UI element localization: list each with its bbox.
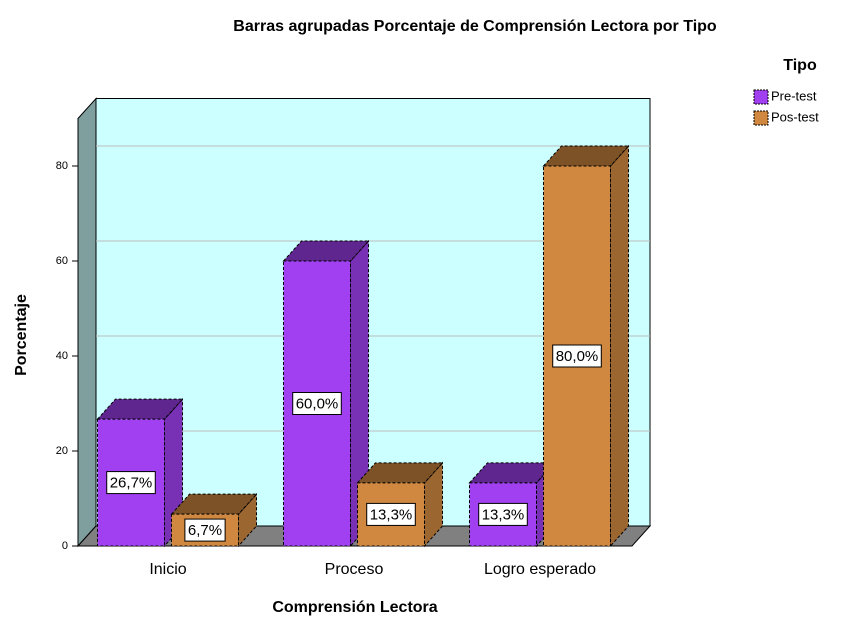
value-label-box	[366, 502, 416, 526]
value-label: 13,3%	[370, 506, 413, 523]
bar-top	[170, 493, 258, 515]
left-wall	[77, 97, 97, 548]
legend-label: Pre-test	[771, 88, 817, 103]
legend-swatch	[753, 89, 769, 105]
bar-top	[468, 462, 556, 484]
value-label: 26,7%	[110, 475, 153, 492]
value-label: 13,3%	[482, 506, 525, 523]
y-tick-label: 80	[56, 160, 68, 172]
legend-title: Tipo	[783, 57, 817, 74]
legend-label: Pos-test	[771, 109, 819, 124]
value-label-box	[184, 518, 226, 542]
legend-swatch	[753, 110, 769, 126]
x-tick-label: Inicio	[149, 561, 186, 578]
y-tick-label: 0	[62, 540, 68, 552]
value-label-box	[106, 471, 156, 495]
bar-top	[96, 398, 184, 420]
x-tick-label: Logro esperado	[484, 561, 596, 578]
value-label-box	[552, 344, 602, 368]
value-label-box	[292, 392, 342, 415]
y-tick-label: 60	[56, 255, 68, 267]
chart-title: Barras agrupadas Porcentaje de Comprensi…	[233, 18, 717, 35]
y-axis-label: Porcentaje	[13, 294, 30, 376]
bar-top	[542, 145, 630, 167]
bar-side	[610, 144, 629, 548]
y-tick-label: 40	[56, 350, 68, 362]
value-label: 60,0%	[296, 395, 339, 412]
value-label: 6,7%	[188, 522, 222, 539]
value-label-box	[478, 502, 528, 526]
x-tick-label: Proceso	[325, 561, 384, 578]
x-axis-label: Comprensión Lectora	[272, 599, 437, 616]
bar-top	[356, 462, 444, 484]
y-tick-label: 20	[56, 445, 68, 457]
bar-top	[282, 240, 370, 262]
value-label: 80,0%	[556, 348, 599, 365]
